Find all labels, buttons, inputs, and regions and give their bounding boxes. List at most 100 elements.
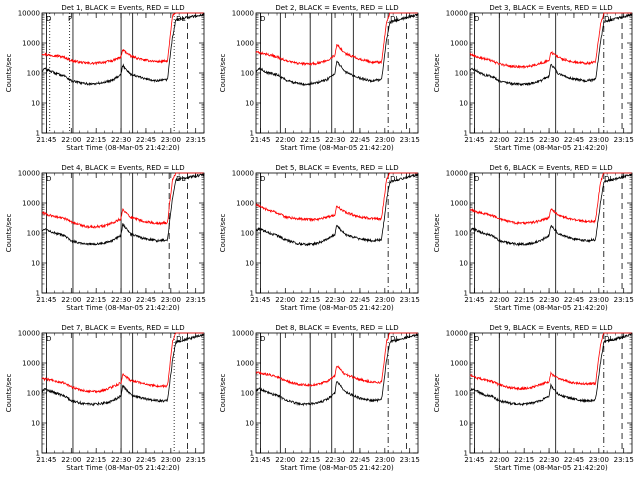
x-tick-label: 21:45 [36, 296, 56, 304]
x-tick-label: 21:45 [464, 296, 484, 304]
x-tick-label: 22:00 [275, 296, 295, 304]
y-tick-label: 10000 [446, 170, 468, 178]
y-tick-label: 1 [36, 130, 40, 138]
y-tick-label: 1000 [236, 360, 254, 368]
series-line-events [255, 333, 418, 407]
x-axis-label: Start Time (08-Mar-05 21:42:20) [494, 464, 608, 472]
x-tick-label: 21:45 [250, 296, 270, 304]
y-tick-label: 100 [241, 230, 254, 238]
x-tick-label: 23:15 [400, 136, 420, 144]
y-axis-label: Counts/sec [433, 214, 441, 253]
x-tick-label: 22:00 [61, 296, 81, 304]
x-tick-label: 21:45 [250, 456, 270, 464]
y-tick-label: 100 [455, 390, 468, 398]
plot-frame [469, 172, 633, 294]
y-tick-label: 1 [464, 130, 468, 138]
flag-label: DL [176, 335, 185, 343]
plot-frame [41, 12, 205, 134]
x-tick-label: 22:45 [564, 136, 584, 144]
y-tick-label: 10 [459, 420, 468, 428]
x-tick-label: 21:45 [464, 136, 484, 144]
x-tick-label: 22:45 [136, 456, 156, 464]
plot-frame [41, 172, 205, 294]
panel-det-1: Det 1, BLACK = Events, RED = LLD 1 10 100 10… [5, 4, 206, 152]
x-tick-label: 22:30 [111, 296, 131, 304]
y-tick-label: 1000 [22, 200, 40, 208]
series-line-events [255, 173, 419, 247]
y-tick-label: 1000 [22, 40, 40, 48]
series-line-lld [255, 332, 418, 387]
x-axis-label: Start Time (08-Mar-05 21:42:20) [280, 144, 394, 152]
x-tick-label: 22:45 [350, 136, 370, 144]
flag-label: DL [390, 15, 399, 23]
flag-label: D [46, 335, 51, 343]
x-tick-label: 23:15 [186, 456, 206, 464]
x-tick-label: 23:15 [614, 456, 634, 464]
x-tick-label: 22:15 [86, 456, 106, 464]
panel-det-2: Det 2, BLACK = Events, RED = LLD 1 10 100 10… [219, 4, 420, 152]
x-tick-label: 22:45 [136, 136, 156, 144]
panel-det-6: Det 6, BLACK = Events, RED = LLD 1 10 100 10… [433, 164, 634, 312]
panel-title: Det 5, BLACK = Events, RED = LLD [275, 164, 398, 172]
y-tick-label: 1000 [22, 360, 40, 368]
y-tick-label: 10000 [18, 10, 40, 18]
panel-title: Det 1, BLACK = Events, RED = LLD [61, 4, 184, 12]
series-line-events [41, 333, 204, 407]
x-tick-label: 22:30 [325, 136, 345, 144]
x-axis-label: Start Time (08-Mar-05 21:42:20) [280, 304, 394, 312]
flag-label: DL [604, 335, 613, 343]
y-tick-label: 1 [464, 450, 468, 458]
x-tick-label: 22:45 [350, 296, 370, 304]
y-tick-label: 10 [459, 260, 468, 268]
y-tick-label: 10000 [446, 330, 468, 338]
x-tick-label: 22:30 [111, 456, 131, 464]
x-tick-label: 22:30 [111, 136, 131, 144]
x-axis-label: Start Time (08-Mar-05 21:42:20) [66, 304, 180, 312]
x-tick-label: 22:45 [136, 296, 156, 304]
x-axis-label: Start Time (08-Mar-05 21:42:20) [494, 304, 608, 312]
y-tick-label: 10000 [232, 170, 254, 178]
x-tick-label: 23:15 [400, 456, 420, 464]
y-axis-label: Counts/sec [5, 54, 13, 93]
x-tick-label: 22:30 [539, 456, 559, 464]
x-tick-label: 22:15 [514, 136, 534, 144]
x-tick-label: 21:45 [464, 456, 484, 464]
x-tick-label: 22:00 [275, 136, 295, 144]
y-tick-label: 10 [31, 260, 40, 268]
x-tick-label: 23:00 [161, 456, 181, 464]
series-line-lld [41, 12, 204, 66]
y-tick-label: 1000 [450, 40, 468, 48]
x-axis-label: Start Time (08-Mar-05 21:42:20) [66, 144, 180, 152]
series-line-lld [255, 12, 418, 67]
x-tick-label: 23:00 [589, 456, 609, 464]
x-tick-label: 22:30 [539, 136, 559, 144]
y-tick-label: 100 [241, 390, 254, 398]
x-tick-label: 23:00 [375, 296, 395, 304]
x-tick-label: 22:00 [61, 136, 81, 144]
panel-det-4: Det 4, BLACK = Events, RED = LLD 1 10 100 10… [5, 164, 206, 312]
x-tick-label: 22:00 [61, 456, 81, 464]
y-tick-label: 1 [36, 450, 40, 458]
x-tick-label: 22:45 [564, 456, 584, 464]
series-line-events [469, 333, 632, 407]
y-tick-label: 100 [455, 70, 468, 78]
panel-det-7: Det 7, BLACK = Events, RED = LLD 1 10 100 10… [5, 324, 206, 472]
panel-title: Det 3, BLACK = Events, RED = LLD [489, 4, 612, 12]
y-tick-label: 1 [250, 130, 254, 138]
panel-det-3: Det 3, BLACK = Events, RED = LLD 1 10 100 10… [433, 4, 634, 152]
x-tick-label: 22:00 [489, 296, 509, 304]
y-tick-label: 1 [464, 290, 468, 298]
panel-det-9: Det 9, BLACK = Events, RED = LLD 1 10 100 10… [433, 324, 634, 472]
y-tick-label: 10000 [232, 330, 254, 338]
y-tick-label: 10 [459, 100, 468, 108]
y-tick-label: 10 [245, 420, 254, 428]
x-tick-label: 23:00 [375, 456, 395, 464]
panel-title: Det 2, BLACK = Events, RED = LLD [275, 4, 398, 12]
x-tick-label: 23:15 [614, 296, 634, 304]
panel-title: Det 9, BLACK = Events, RED = LLD [489, 324, 612, 332]
panel-det-5: Det 5, BLACK = Events, RED = LLD 1 10 100 10… [219, 164, 420, 312]
x-tick-label: 23:15 [186, 136, 206, 144]
y-tick-label: 10 [245, 100, 254, 108]
y-axis-label: Counts/sec [433, 374, 441, 413]
y-tick-label: 10000 [18, 330, 40, 338]
